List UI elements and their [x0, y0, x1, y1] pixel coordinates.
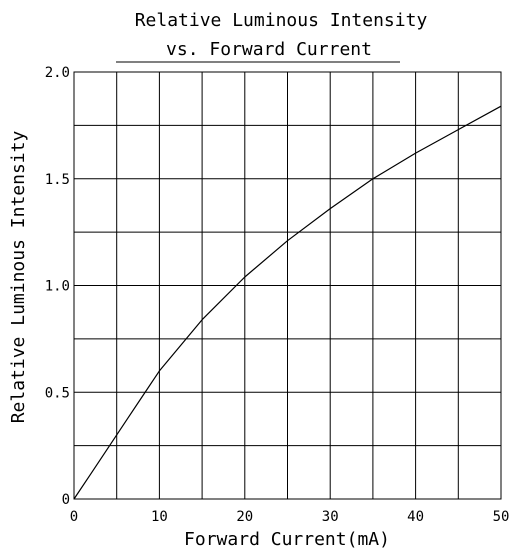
series-line: [73, 105, 502, 500]
x-tick-label: 10: [151, 509, 168, 525]
series-layer: [73, 105, 502, 500]
chart-subtitle: vs. Forward Current: [166, 39, 372, 60]
y-tick-label: 0: [62, 492, 70, 508]
y-tick-label: 1.0: [45, 279, 70, 295]
chart-title: Relative Luminous Intensity: [135, 10, 428, 31]
tick-labels: 0 10 20 30 40 50 0 0.5 1.0 1.5 2.0: [45, 65, 510, 525]
x-tick-label: 30: [322, 509, 339, 525]
x-tick-label: 50: [493, 509, 510, 525]
x-tick-label: 20: [236, 509, 253, 525]
x-tick-label: 40: [407, 509, 424, 525]
plot-frame: [73, 71, 502, 500]
y-tick-label: 0.5: [45, 385, 70, 401]
grid: [74, 72, 501, 499]
x-tick-label: 0: [70, 509, 78, 525]
y-axis-label: Relative Luminous Intensity: [8, 131, 29, 424]
y-tick-label: 2.0: [45, 65, 70, 81]
y-tick-label: 1.5: [45, 172, 70, 188]
x-axis-label: Forward Current(mA): [184, 529, 390, 550]
